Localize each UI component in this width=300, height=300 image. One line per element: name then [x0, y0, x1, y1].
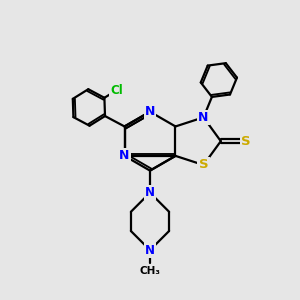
- Text: S: S: [199, 158, 208, 172]
- Text: N: N: [198, 111, 209, 124]
- Text: Cl: Cl: [110, 83, 123, 97]
- Text: N: N: [145, 244, 155, 256]
- Text: N: N: [119, 149, 130, 162]
- Text: S: S: [241, 135, 251, 148]
- Text: N: N: [145, 105, 155, 118]
- Text: CH₃: CH₃: [140, 266, 160, 276]
- Text: N: N: [145, 186, 155, 199]
